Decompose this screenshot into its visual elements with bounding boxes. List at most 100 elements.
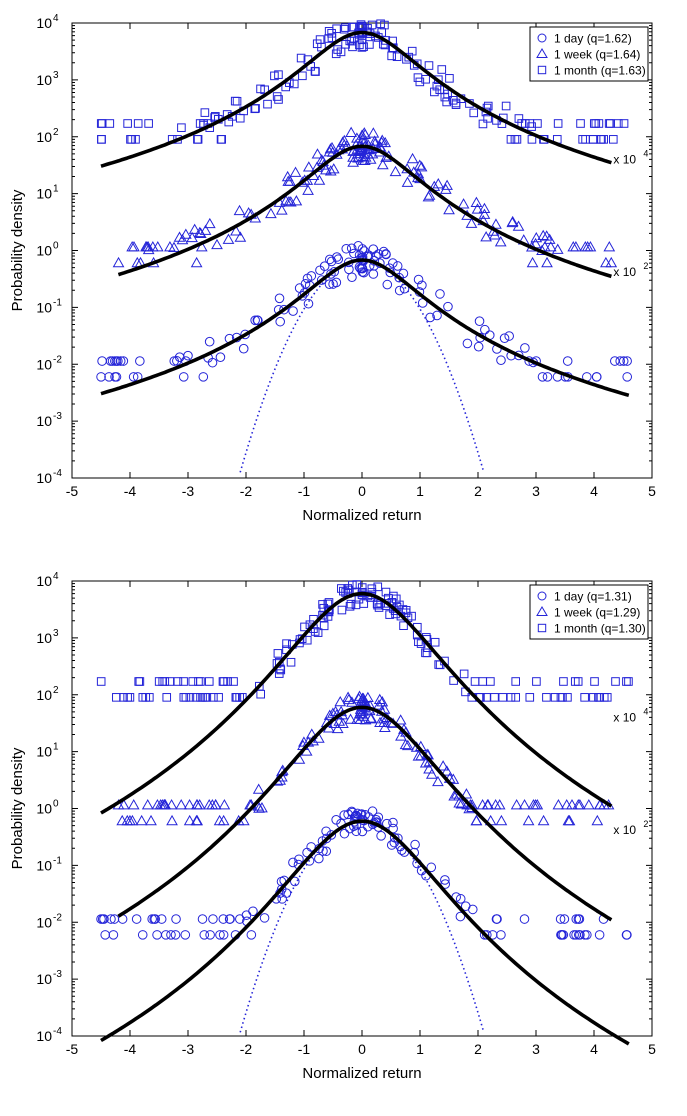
data-point-month xyxy=(263,99,272,109)
data-point-month xyxy=(255,681,264,691)
data-point-day xyxy=(326,256,337,267)
data-point-day xyxy=(241,910,252,920)
data-point-month xyxy=(286,657,296,667)
data-point-week xyxy=(510,799,523,810)
data-point-month xyxy=(188,677,198,686)
y-tick-label: 10 xyxy=(36,413,52,429)
data-point-day xyxy=(387,258,398,268)
data-point-month xyxy=(482,693,491,702)
data-point-day xyxy=(297,291,308,301)
legend-label: 1 day (q=1.31) xyxy=(554,590,632,604)
data-point-day xyxy=(276,884,287,895)
data-point-week xyxy=(350,138,362,150)
gaussian-curve xyxy=(239,820,485,1033)
data-point-month xyxy=(282,639,291,648)
data-point-week xyxy=(567,241,580,252)
data-point-day xyxy=(225,914,235,924)
data-point-month xyxy=(209,693,218,702)
data-point-week xyxy=(156,799,169,810)
data-point-week xyxy=(600,256,612,268)
data-point-month xyxy=(365,40,374,49)
data-point-day xyxy=(238,343,249,354)
data-point-day xyxy=(591,372,602,382)
data-point-month xyxy=(367,20,377,30)
data-point-week xyxy=(413,159,426,170)
data-point-week xyxy=(443,203,455,215)
data-point-day xyxy=(359,267,369,278)
data-point-day xyxy=(108,930,119,940)
fit-curve xyxy=(117,705,613,922)
data-point-day xyxy=(462,338,473,349)
data-point-month xyxy=(162,693,172,702)
x-tick-label: 2 xyxy=(474,483,482,499)
data-point-month xyxy=(604,119,614,128)
data-point-day xyxy=(376,831,386,841)
data-point-week xyxy=(394,714,407,725)
data-point-week xyxy=(165,799,178,810)
y-tick-label: 10 xyxy=(36,971,52,987)
data-point-week xyxy=(364,713,377,724)
data-point-week xyxy=(574,799,586,810)
scale-annotation: x 10 xyxy=(613,823,636,837)
x-axis-label: Normalized return xyxy=(302,507,421,524)
data-point-month xyxy=(339,24,349,34)
data-point-day xyxy=(440,879,451,889)
data-point-month xyxy=(230,96,240,106)
data-point-month xyxy=(229,677,238,686)
data-point-week xyxy=(376,158,389,170)
legend-marker-circle xyxy=(537,591,547,601)
data-point-week xyxy=(457,198,470,209)
data-point-day xyxy=(274,293,285,304)
data-point-week xyxy=(275,204,288,215)
data-point-day xyxy=(215,352,226,362)
data-point-month xyxy=(204,677,214,686)
data-point-week xyxy=(218,799,231,810)
data-point-month xyxy=(235,113,245,123)
data-point-month xyxy=(131,135,140,144)
x-tick-label: -5 xyxy=(66,1041,79,1057)
data-point-week xyxy=(562,814,575,826)
data-point-day xyxy=(104,372,114,382)
data-point-day xyxy=(183,350,193,361)
y-tick-exponent: 3 xyxy=(53,70,59,81)
data-point-month xyxy=(381,587,391,597)
data-point-day xyxy=(346,243,357,254)
data-point-month xyxy=(570,677,580,686)
data-point-week xyxy=(234,231,247,242)
data-point-day xyxy=(328,279,338,289)
data-point-month xyxy=(198,693,207,702)
data-point-day xyxy=(399,283,410,294)
data-point-month xyxy=(339,586,348,596)
data-point-day xyxy=(324,279,335,289)
data-point-week xyxy=(356,695,368,706)
data-point-week xyxy=(311,148,324,159)
data-point-week xyxy=(465,217,478,228)
data-point-month xyxy=(346,599,356,609)
y-tick-exponent: 2 xyxy=(53,127,59,138)
data-point-day xyxy=(131,914,142,924)
legend-box xyxy=(529,26,649,82)
data-point-month xyxy=(196,677,205,686)
data-point-week xyxy=(126,814,139,826)
data-point-day xyxy=(440,875,450,885)
y-tick-exponent: 0 xyxy=(53,241,59,252)
legend-marker-triangle xyxy=(536,606,548,616)
data-point-day xyxy=(355,809,366,820)
data-point-week xyxy=(419,757,432,768)
data-point-day xyxy=(321,826,331,837)
y-tick-exponent: -2 xyxy=(53,354,62,365)
data-point-month xyxy=(445,74,454,83)
data-point-day xyxy=(218,930,229,940)
x-tick-label: -3 xyxy=(182,483,195,499)
data-point-month xyxy=(274,95,283,104)
data-point-month xyxy=(563,693,572,702)
data-point-month xyxy=(300,622,309,632)
y-tick-label: 10 xyxy=(36,687,52,703)
data-point-month xyxy=(165,677,175,686)
data-point-week xyxy=(126,241,138,252)
data-point-week xyxy=(470,196,483,207)
y-tick-label: 10 xyxy=(36,243,52,259)
y-tick-exponent: 1 xyxy=(53,742,59,753)
data-point-month xyxy=(611,677,620,686)
data-point-week xyxy=(440,765,453,776)
